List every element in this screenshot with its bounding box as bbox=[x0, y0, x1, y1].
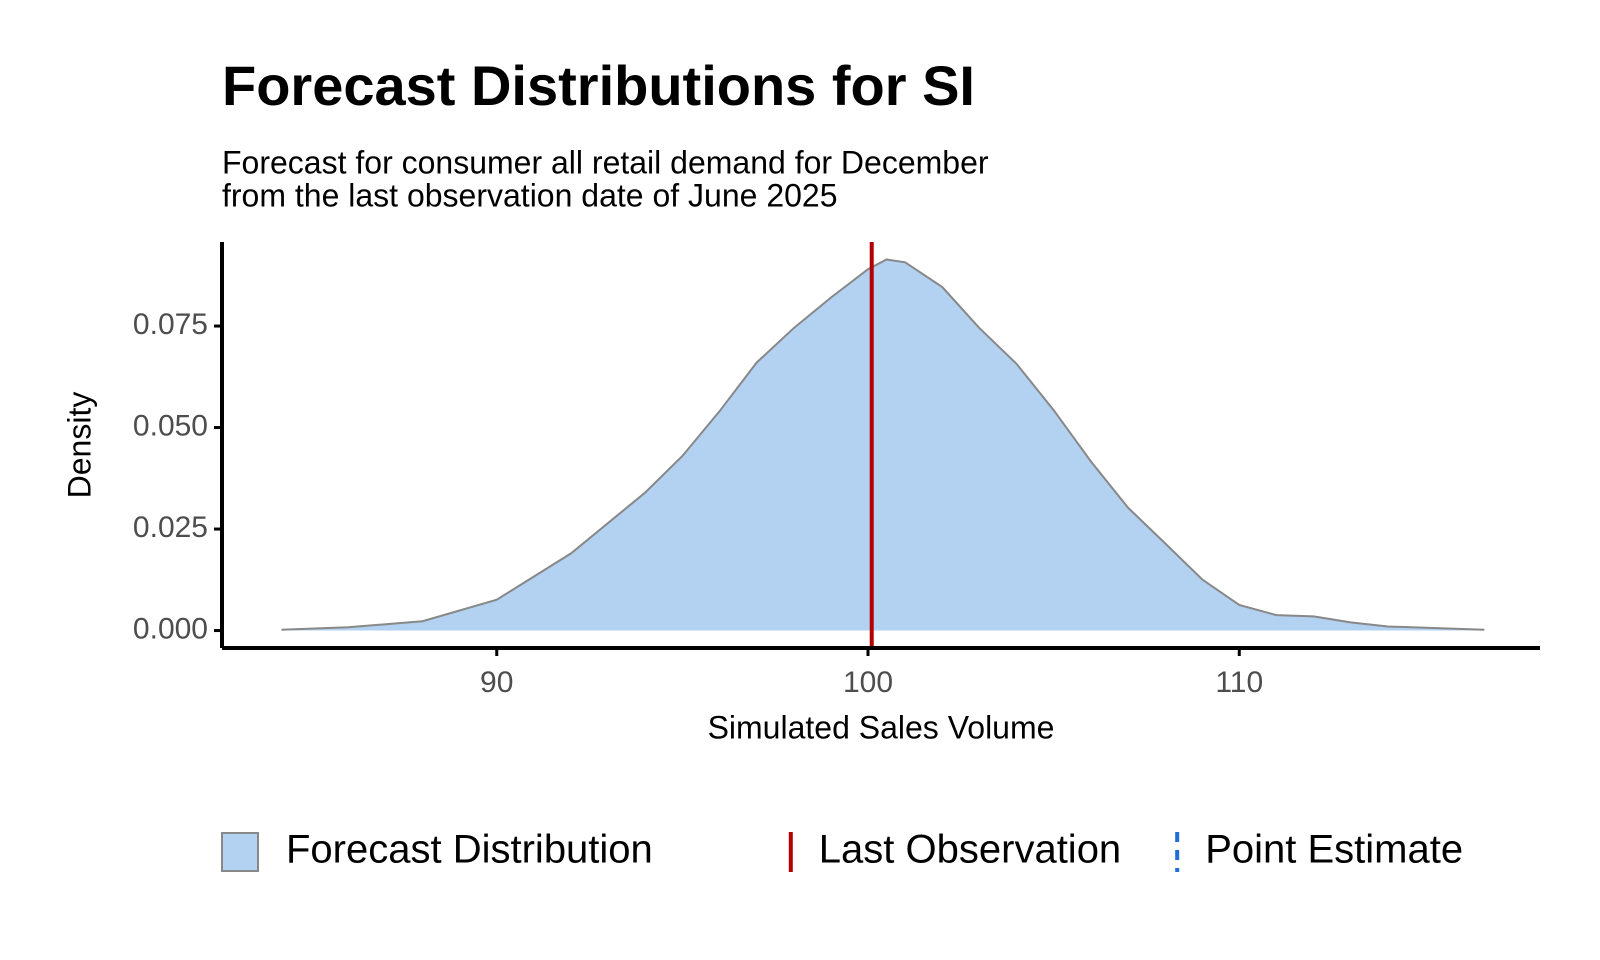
legend-key bbox=[221, 832, 259, 872]
x-tick-label: 110 bbox=[1215, 666, 1263, 699]
density-outline bbox=[281, 258, 1485, 631]
y-tick-label: 0.075 bbox=[133, 308, 208, 341]
y-tick-label: 0.025 bbox=[133, 511, 208, 544]
chart-subtitle: from the last observation date of June 2… bbox=[222, 177, 838, 213]
chart-subtitle: Forecast for consumer all retail demand … bbox=[222, 144, 989, 180]
y-tick-label: 0.000 bbox=[133, 612, 208, 645]
legend-label: Forecast Distribution bbox=[286, 828, 653, 872]
legend-label: Point Estimate bbox=[1205, 828, 1463, 872]
x-tick-label: 90 bbox=[480, 666, 513, 699]
y-axis-label: Density bbox=[61, 392, 97, 499]
chart-title: Forecast Distributions for SI bbox=[222, 54, 975, 117]
density-area bbox=[281, 259, 1485, 631]
legend-label: Last Observation bbox=[819, 828, 1121, 872]
y-tick-label: 0.050 bbox=[133, 409, 208, 442]
x-axis-label: Simulated Sales Volume bbox=[708, 709, 1055, 745]
x-tick-label: 100 bbox=[843, 666, 893, 699]
